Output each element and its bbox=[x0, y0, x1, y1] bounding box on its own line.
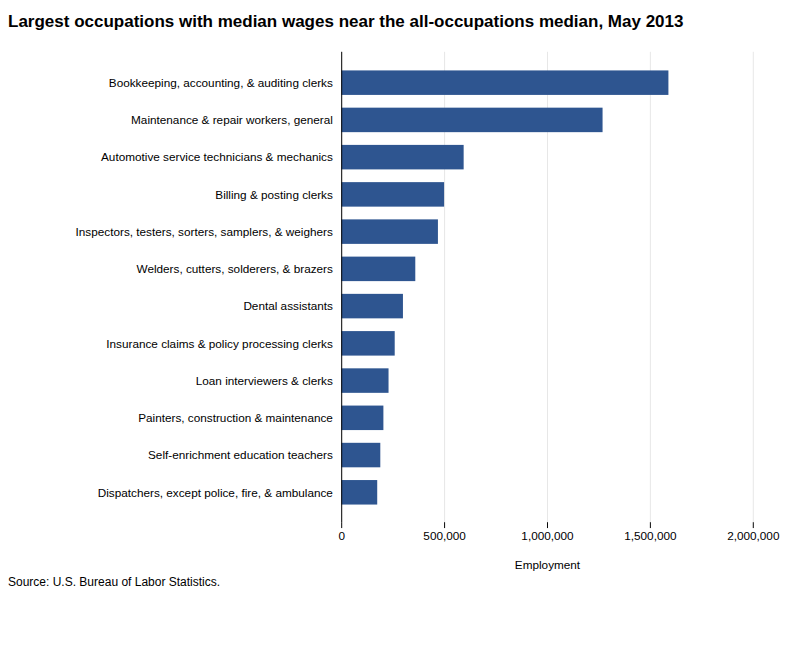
svg-text:Loan interviewers & clerks: Loan interviewers & clerks bbox=[196, 374, 333, 387]
svg-text:Dental assistants: Dental assistants bbox=[243, 299, 333, 312]
svg-text:Painters, construction & maint: Painters, construction & maintenance bbox=[138, 411, 333, 424]
svg-text:Bookkeeping, accounting, & aud: Bookkeeping, accounting, & auditing cler… bbox=[109, 76, 333, 89]
svg-text:2,000,000: 2,000,000 bbox=[727, 529, 780, 542]
svg-text:1,000,000: 1,000,000 bbox=[521, 529, 574, 542]
svg-text:1,500,000: 1,500,000 bbox=[624, 529, 677, 542]
svg-text:Insurance claims & policy proc: Insurance claims & policy processing cle… bbox=[106, 337, 333, 350]
svg-text:Employment: Employment bbox=[515, 558, 581, 571]
svg-text:Billing & posting clerks: Billing & posting clerks bbox=[215, 188, 333, 201]
svg-text:Self-enrichment education teac: Self-enrichment education teachers bbox=[148, 448, 333, 461]
svg-text:0: 0 bbox=[338, 529, 345, 542]
svg-text:Inspectors, testers, sorters,: Inspectors, testers, sorters, samplers, … bbox=[76, 225, 333, 238]
html-text:Largest occupations with media: Largest occupations with median wages ne… bbox=[8, 12, 684, 31]
svg-text:Welders, cutters, solderers, &: Welders, cutters, solderers, & brazers bbox=[137, 262, 333, 275]
svg-text:Dispatchers, except police, fi: Dispatchers, except police, fire, & ambu… bbox=[98, 486, 334, 499]
svg-text:Maintenance & repair workers,: Maintenance & repair workers, general bbox=[131, 113, 333, 126]
svg-text:Automotive service technicians: Automotive service technicians & mechani… bbox=[101, 150, 333, 163]
svg-text:500,000: 500,000 bbox=[423, 529, 466, 542]
html-text:Source: U.S. Bureau of Labor S: Source: U.S. Bureau of Labor Statistics. bbox=[8, 575, 221, 590]
